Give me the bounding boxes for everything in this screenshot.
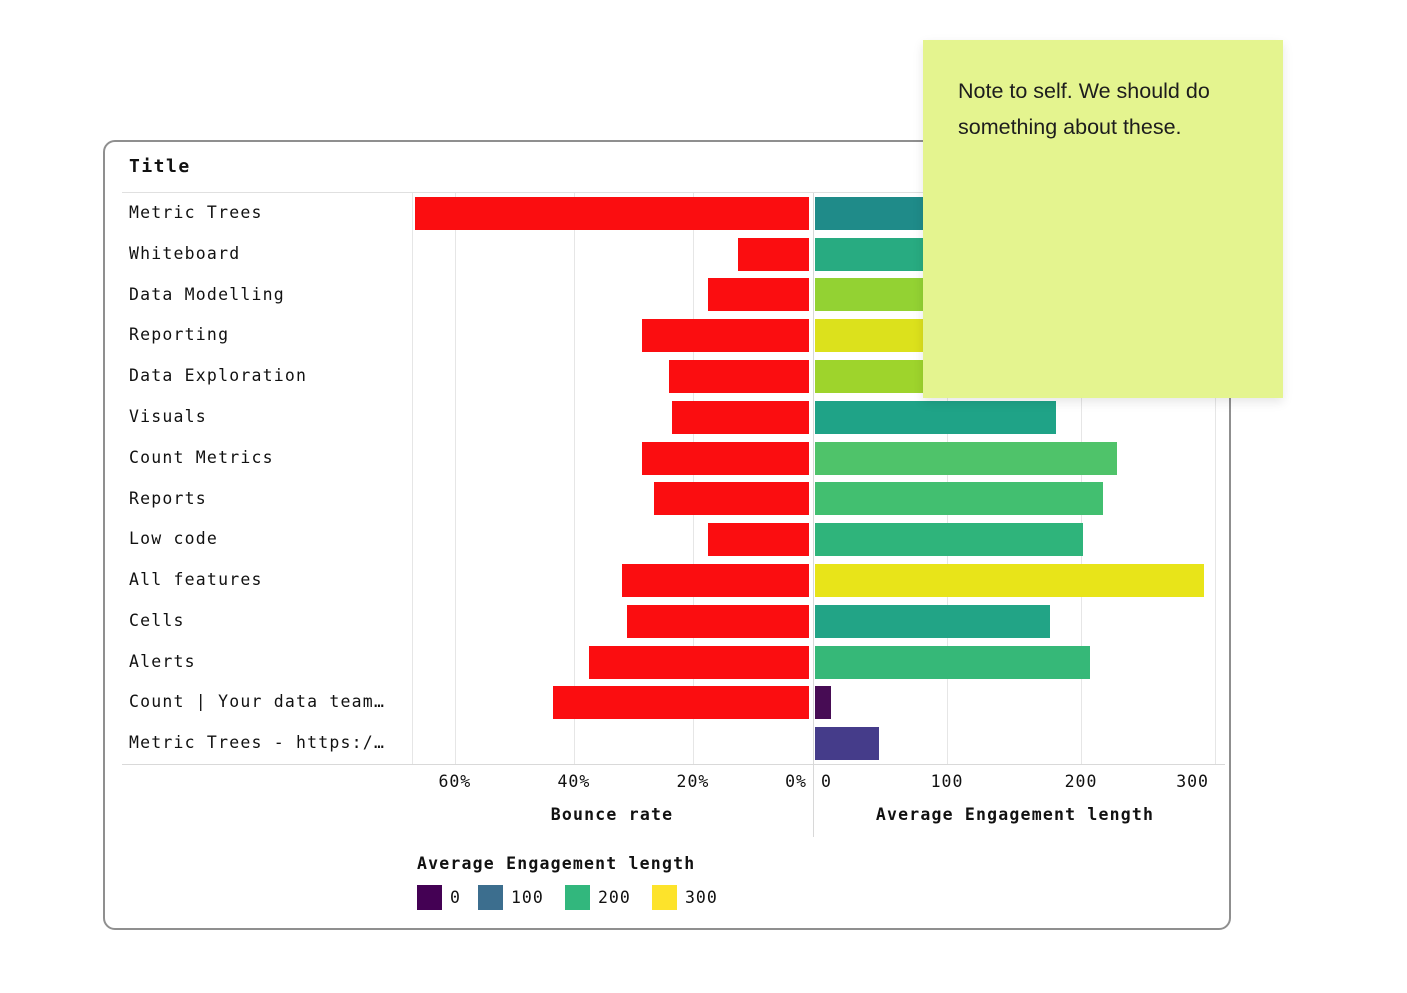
gridline: [573, 193, 575, 764]
bounce-rate-bar[interactable]: [621, 563, 809, 597]
engagement-bar[interactable]: [815, 604, 1050, 638]
right-axis-tick-label: 300: [1176, 772, 1209, 791]
legend-label: 200: [598, 888, 631, 907]
bounce-rate-bar[interactable]: [707, 523, 809, 557]
bounce-rate-bar[interactable]: [642, 319, 809, 353]
legend-label: 100: [511, 888, 544, 907]
bounce-rate-bar[interactable]: [672, 400, 809, 434]
row-label: Cells: [129, 610, 185, 630]
bounce-rate-bar[interactable]: [654, 482, 809, 516]
legend-label: 300: [685, 888, 718, 907]
left-axis-tick-label: 40%: [557, 772, 591, 791]
engagement-bar[interactable]: [815, 482, 1104, 516]
engagement-bar[interactable]: [815, 563, 1204, 597]
right-axis-tick-label: 0: [821, 772, 832, 791]
engagement-bar[interactable]: [815, 441, 1117, 475]
legend-swatch: [565, 885, 590, 910]
gridline: [947, 193, 948, 764]
row-label: Count Metrics: [129, 447, 274, 467]
sticky-note-text: Note to self. We should do something abo…: [958, 79, 1210, 139]
row-label: Metric Trees - https:/…: [129, 733, 386, 753]
left-axis-tick-label: 20%: [676, 772, 710, 791]
legend-title: Average Engagement length: [417, 854, 696, 873]
row-label: Alerts: [129, 651, 196, 671]
bounce-rate-bar[interactable]: [627, 604, 809, 638]
engagement-bar[interactable]: [815, 400, 1057, 434]
engagement-bar[interactable]: [815, 686, 832, 720]
header-divider: [122, 192, 1227, 193]
row-label: Count | Your data team…: [129, 692, 386, 712]
gridline: [1081, 193, 1082, 764]
bounce-rate-bar[interactable]: [415, 196, 809, 230]
gridline: [454, 193, 456, 764]
bounce-rate-bar[interactable]: [553, 686, 809, 720]
right-axis-title: Average Engagement length: [875, 805, 1155, 824]
center-axis-divider: [813, 193, 814, 837]
row-label: Visuals: [129, 406, 207, 426]
row-label: All features: [129, 570, 263, 590]
gridline: [412, 193, 413, 764]
chart-title: Title: [129, 156, 191, 177]
legend-swatch: [417, 885, 442, 910]
gridline: [692, 193, 694, 764]
legend-label: 0: [450, 888, 461, 907]
right-axis-tick-label: 200: [1064, 772, 1098, 791]
row-label: Low code: [129, 529, 219, 549]
legend-swatch: [478, 885, 503, 910]
row-label: Reporting: [129, 325, 230, 345]
left-axis-title: Bounce rate: [550, 805, 674, 824]
gridline: [1215, 193, 1216, 764]
axis-baseline: [122, 764, 1225, 765]
sticky-note[interactable]: Note to self. We should do something abo…: [923, 40, 1283, 398]
left-axis-tick-label: 60%: [438, 772, 472, 791]
bounce-rate-bar[interactable]: [737, 237, 809, 271]
engagement-bar[interactable]: [815, 727, 880, 761]
bounce-rate-bar[interactable]: [588, 645, 809, 679]
row-label: Reports: [129, 488, 207, 508]
row-label: Metric Trees: [129, 203, 263, 222]
row-label: Data Exploration: [129, 366, 308, 386]
bounce-rate-bar[interactable]: [707, 278, 809, 312]
left-axis-tick-label: 0%: [785, 772, 807, 791]
bounce-rate-bar[interactable]: [642, 441, 809, 475]
right-axis-tick-label: 100: [930, 772, 964, 791]
row-label: Data Modelling: [129, 284, 285, 304]
legend-swatch: [652, 885, 677, 910]
bounce-rate-bar[interactable]: [669, 360, 809, 394]
row-label: Whiteboard: [129, 243, 241, 263]
engagement-bar[interactable]: [815, 645, 1090, 679]
engagement-bar[interactable]: [815, 523, 1083, 557]
